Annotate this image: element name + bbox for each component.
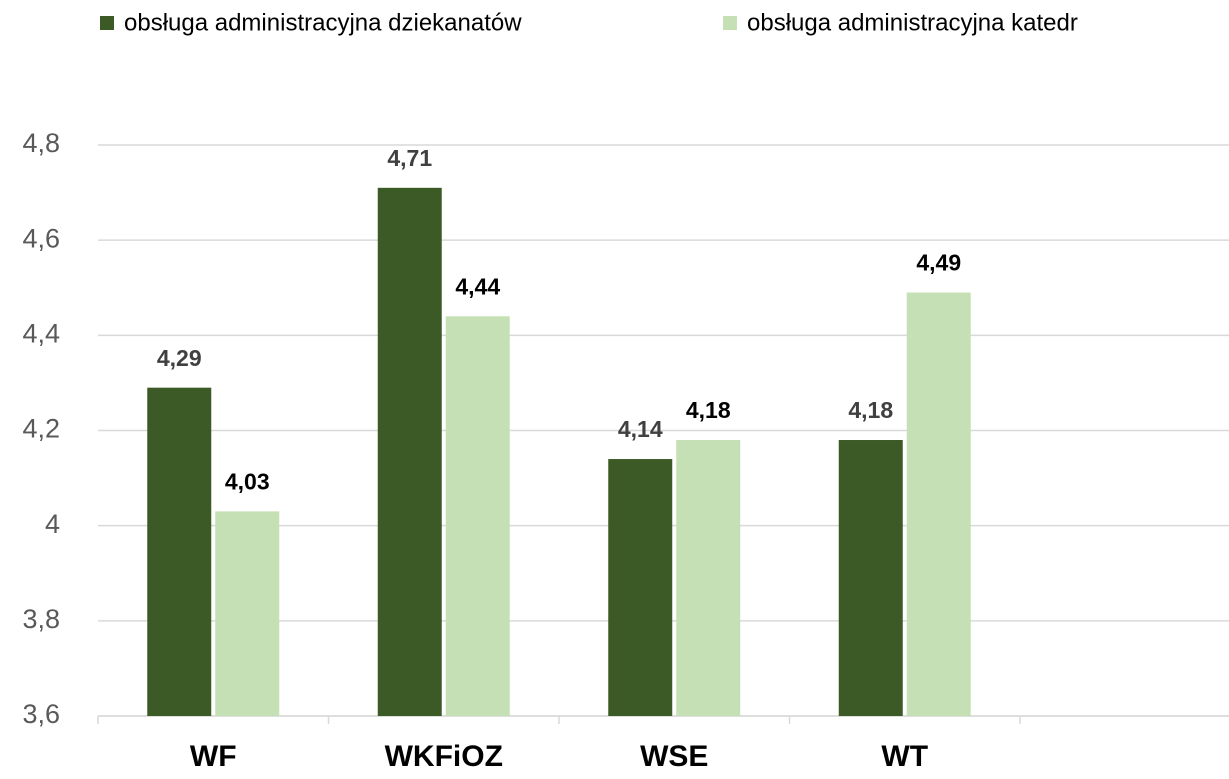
- y-tick-label: 4: [45, 509, 60, 539]
- bar: [906, 292, 971, 716]
- bar: [608, 459, 673, 716]
- legend-label: obsługa administracyjna dziekanatów: [124, 9, 522, 36]
- y-tick-label: 3,8: [22, 604, 60, 634]
- bar: [377, 187, 442, 716]
- data-label: 4,03: [225, 468, 270, 494]
- legend-label: obsługa administracyjna katedr: [747, 9, 1078, 36]
- y-tick-label: 4,2: [22, 414, 60, 444]
- data-label: 4,18: [686, 397, 731, 423]
- y-tick-label: 4,8: [22, 128, 60, 158]
- y-tick-label: 4,4: [22, 318, 60, 348]
- y-tick-label: 3,6: [22, 699, 60, 729]
- bar: [147, 387, 212, 716]
- x-tick-label: WKFiOZ: [385, 740, 503, 773]
- data-label: 4,18: [848, 397, 893, 423]
- legend-swatch: [100, 16, 114, 30]
- x-tick-label: WSE: [640, 740, 708, 773]
- y-tick-label: 4,6: [22, 223, 60, 253]
- data-label: 4,71: [387, 145, 432, 171]
- bar: [676, 440, 741, 716]
- x-tick-label: WF: [190, 740, 237, 773]
- data-label: 4,49: [916, 250, 961, 276]
- data-label: 4,14: [618, 416, 663, 442]
- data-label: 4,44: [455, 273, 500, 299]
- x-tick-label: WT: [881, 740, 928, 773]
- bar: [445, 316, 510, 716]
- legend-swatch: [723, 16, 737, 30]
- bar: [838, 440, 903, 716]
- data-label: 4,29: [157, 345, 202, 371]
- bar: [215, 511, 280, 716]
